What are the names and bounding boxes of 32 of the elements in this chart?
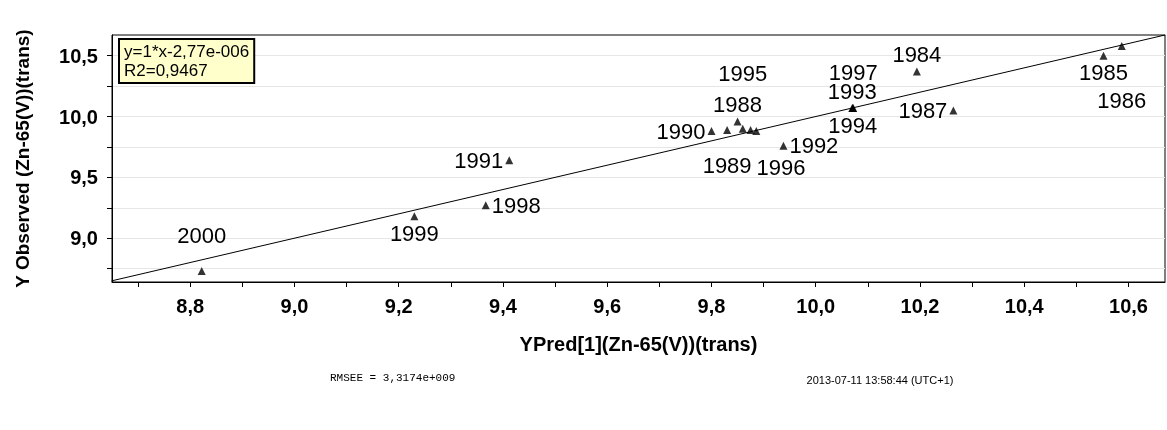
annotation: 1985 xyxy=(1079,60,1128,86)
annotation: 1988 xyxy=(713,91,763,117)
annotation: 1990 xyxy=(656,118,706,144)
text: RMSEE = 3,3174e+009 xyxy=(330,371,456,384)
x-tick-label: 10,2 xyxy=(900,295,940,317)
annotation: 1998 xyxy=(491,192,541,218)
annotation: 1987 xyxy=(898,97,948,123)
x-tick-label: 9,8 xyxy=(697,295,726,317)
y-tick-label: 10,5 xyxy=(59,44,98,67)
x-tick-label: 10,0 xyxy=(796,295,836,317)
x-tick-label: 10,4 xyxy=(1004,295,1045,317)
y-tick-label: 9,5 xyxy=(70,166,98,189)
x-tick-label: 10,6 xyxy=(1109,295,1148,317)
x-tick-label: 9,2 xyxy=(384,295,413,317)
text: 2013-07-11 13:58:44 (UTC+1) xyxy=(806,373,954,386)
x-tick-label: 9,6 xyxy=(593,295,622,317)
x-tick-label: 9,0 xyxy=(280,295,309,317)
annotation: 1991 xyxy=(454,147,504,173)
y-tick-label: 9,0 xyxy=(70,227,98,250)
annotation: 2000 xyxy=(177,222,227,248)
annotation: 1986 xyxy=(1097,88,1147,114)
annotation: 1989 xyxy=(702,153,752,179)
y-tick-label: 10,0 xyxy=(59,105,98,128)
x-tick-label: 8,8 xyxy=(176,295,205,317)
annotation: 1995 xyxy=(718,61,768,87)
annotation: 1999 xyxy=(389,220,439,246)
y-axis-title: Y Observed (Zn-65(V))(trans) xyxy=(12,29,33,288)
annotation: y=1*x-2,77e-006 R2=0,9467 xyxy=(124,42,250,80)
annotation: 1997 xyxy=(828,59,878,85)
annotation: 1984 xyxy=(892,42,942,67)
x-axis-title: YPred[1](Zn-65(V))(trans) xyxy=(519,333,758,355)
x-tick-label: 9,4 xyxy=(489,295,518,317)
